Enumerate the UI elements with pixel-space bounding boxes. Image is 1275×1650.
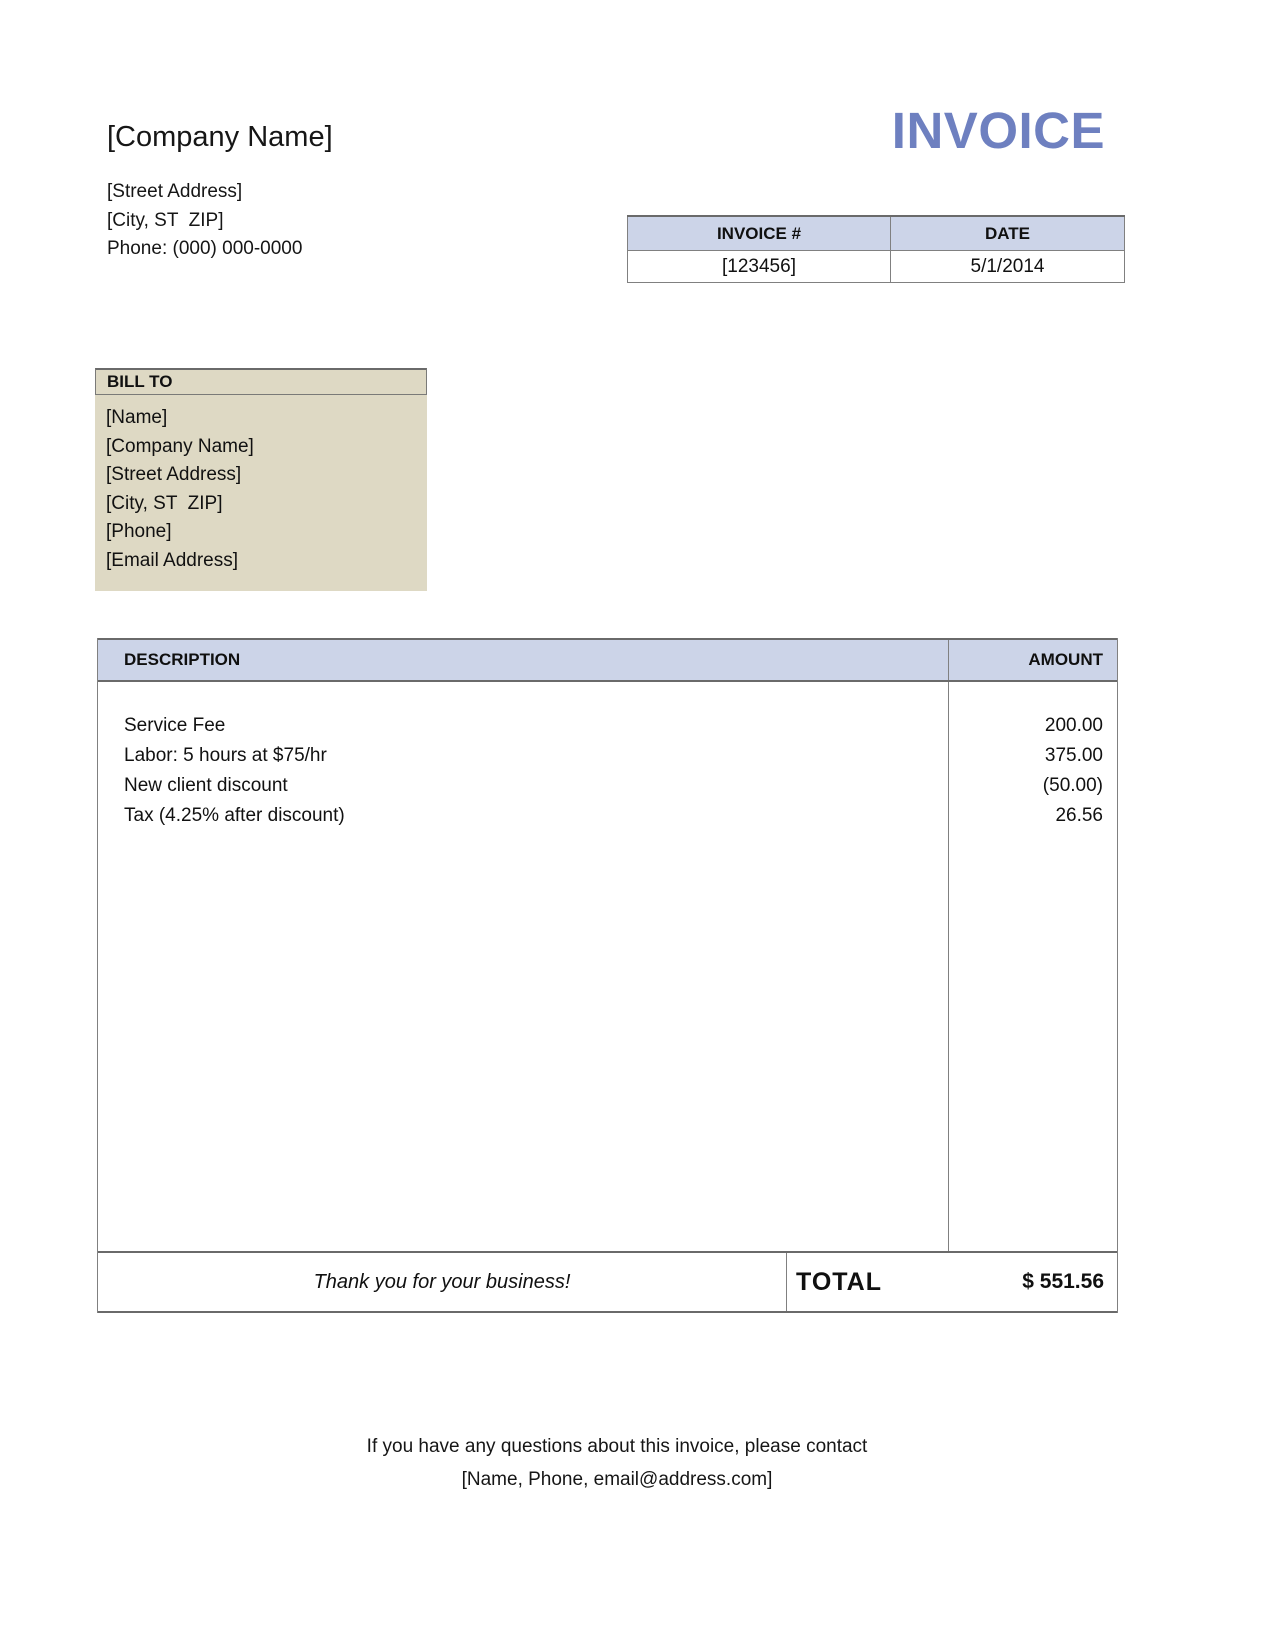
item-description: Labor: 5 hours at $75/hr [124, 745, 327, 766]
invoice-date-header: DATE [890, 215, 1125, 251]
invoice-title: INVOICE [891, 102, 1105, 159]
bill-to-body: [Name] [Company Name] [Street Address] [… [95, 395, 427, 591]
footer-contact-details: [Name, Phone, email@address.com] [461, 1469, 773, 1490]
invoice-meta-header-row: INVOICE # DATE [627, 215, 1125, 251]
bill-to-city-state-zip: [City, ST ZIP] [106, 492, 223, 514]
table-row: Tax (4.25% after discount) 26.56 [98, 801, 1117, 831]
total-label: TOTAL [796, 1267, 883, 1296]
bill-to-email: [Email Address] [106, 549, 238, 571]
table-row: Labor: 5 hours at $75/hr 375.00 [98, 741, 1117, 771]
thank-you-message: Thank you for your business! [98, 1253, 787, 1311]
invoice-meta-value-row: [123456] 5/1/2014 [627, 250, 1125, 283]
total-amount: $ 551.56 [1022, 1270, 1104, 1293]
amount-column-header: AMOUNT [1028, 650, 1103, 669]
item-amount: 26.56 [1055, 805, 1103, 826]
company-city-state-zip: [City, ST ZIP] [107, 209, 224, 231]
bill-to-company: [Company Name] [106, 435, 254, 457]
bill-to-street: [Street Address] [106, 464, 242, 486]
table-row: Service Fee 200.00 [98, 711, 1117, 741]
total-cell: TOTAL $ 551.56 [787, 1253, 1117, 1311]
description-column-header: DESCRIPTION [124, 650, 241, 669]
bill-to-name: [Name] [106, 407, 168, 428]
company-phone: Phone: (000) 000-0000 [107, 238, 303, 259]
item-amount: (50.00) [1042, 775, 1103, 796]
invoice-date-value: 5/1/2014 [890, 250, 1125, 283]
invoice-meta-table: INVOICE # DATE [123456] 5/1/2014 [627, 215, 1125, 283]
item-description: Service Fee [124, 715, 226, 736]
invoice-number-value: [123456] [627, 250, 891, 283]
item-amount: 375.00 [1044, 745, 1103, 766]
company-address: [Street Address] [City, ST ZIP] Phone: (… [107, 178, 302, 264]
invoice-number-header: INVOICE # [627, 215, 891, 251]
bill-to-phone: [Phone] [106, 521, 172, 543]
bill-to-section: BILL TO [Name] [Company Name] [Street Ad… [95, 368, 427, 591]
company-name: [Company Name] [107, 121, 333, 153]
footer-note: If you have any questions about this inv… [0, 1430, 1234, 1496]
company-street-address: [Street Address] [107, 181, 243, 202]
footer-contact-line: If you have any questions about this inv… [366, 1436, 868, 1457]
line-items-body: Service Fee 200.00 Labor: 5 hours at $75… [98, 682, 1117, 1251]
total-row: Thank you for your business! TOTAL $ 551… [98, 1251, 1117, 1313]
table-row: New client discount (50.00) [98, 771, 1117, 801]
item-description: Tax (4.25% after discount) [124, 805, 345, 826]
line-items-table: DESCRIPTION AMOUNT Service Fee 200.00 La… [97, 638, 1118, 1313]
bill-to-header: BILL TO [95, 368, 427, 395]
item-description: New client discount [124, 775, 288, 796]
line-items-header-row: DESCRIPTION AMOUNT [98, 638, 1117, 682]
item-amount: 200.00 [1044, 715, 1103, 736]
